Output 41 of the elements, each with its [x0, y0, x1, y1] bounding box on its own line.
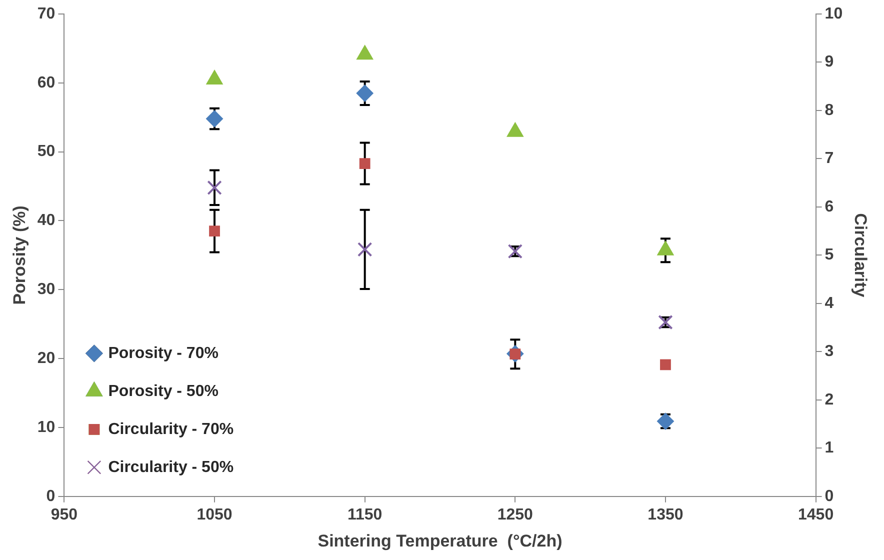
- y2-tick-label: 3: [824, 343, 834, 360]
- y2-tick-label: 0: [824, 488, 834, 505]
- x-tick-label: 1250: [497, 506, 534, 524]
- legend-label: Porosity - 50%: [108, 382, 218, 400]
- point: [207, 180, 222, 196]
- point: [356, 45, 374, 60]
- point: [506, 122, 524, 137]
- y-axis-title: Porosity (%): [10, 206, 29, 305]
- point: [660, 359, 671, 370]
- x-tick-label: 1350: [648, 506, 684, 524]
- y-tick-label: 40: [37, 212, 56, 230]
- y2-tick-label: 7: [824, 150, 834, 168]
- y2-tick-label: 10: [824, 5, 843, 22]
- y-tick-label: 0: [46, 488, 56, 505]
- y-tick-label: 60: [37, 74, 56, 92]
- point: [206, 70, 223, 84]
- y-tick-label: 70: [37, 5, 56, 22]
- y-tick-label: 20: [37, 350, 56, 367]
- y2-tick-label: 6: [824, 198, 834, 216]
- y2-tick-label: 2: [824, 391, 834, 408]
- legend-label: Porosity - 70%: [108, 344, 218, 362]
- x-tick-label: 1450: [798, 506, 834, 524]
- y2-axis-title: Circularity: [851, 213, 870, 298]
- y2-tick-label: 4: [824, 294, 834, 312]
- y-tick-label: 30: [37, 281, 56, 298]
- y2-tick-label: 8: [824, 102, 834, 119]
- point: [357, 242, 372, 257]
- point: [359, 158, 370, 169]
- point: [657, 240, 674, 256]
- x-tick-label: 950: [50, 506, 78, 524]
- legend-label: Circularity - 70%: [108, 420, 234, 438]
- y2-tick-label: 1: [824, 440, 834, 457]
- y2-tick-label: 5: [824, 246, 834, 264]
- x-tick-label: 1050: [196, 506, 232, 524]
- x-axis-title: Sintering Temperature (°C/2h): [318, 531, 562, 550]
- y-tick-label: 50: [37, 143, 56, 160]
- x-tick-label: 1150: [347, 506, 382, 524]
- y-tick-label: 10: [37, 418, 56, 436]
- point: [209, 226, 220, 237]
- legend-label: Circularity - 50%: [108, 458, 234, 476]
- y2-tick-label: 9: [824, 54, 834, 71]
